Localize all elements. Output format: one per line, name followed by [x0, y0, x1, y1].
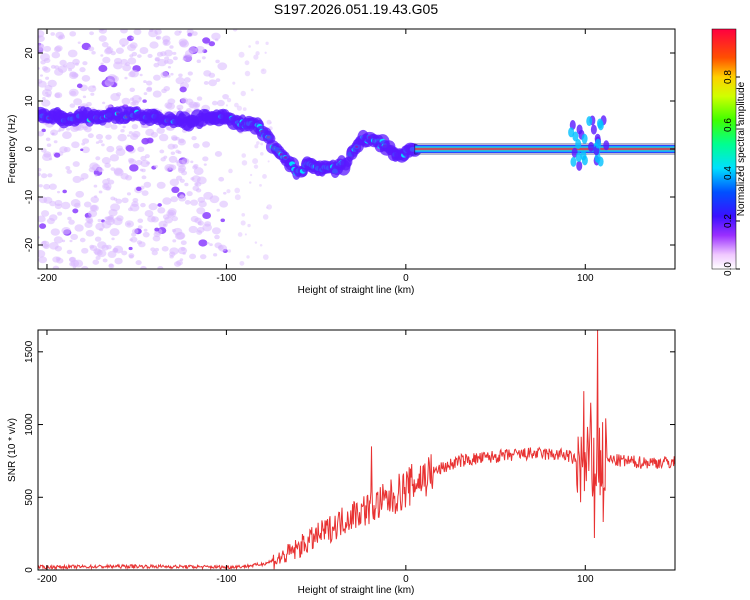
snr-y-label: SNR (10 * v/v) [7, 418, 18, 482]
disturbance-blob [576, 160, 583, 171]
steady-carrier-band [414, 145, 675, 153]
disturbance-blob [568, 127, 575, 138]
spectrogram-x-label: Height of straight line (km) [298, 285, 415, 296]
spectrogram-y-tick: 20 [24, 47, 35, 59]
snr-x-label: Height of straight line (km) [298, 585, 415, 596]
colorbar-gradient [711, 28, 737, 270]
spectrogram-y-tick: -20 [24, 237, 35, 252]
disturbance-blob [581, 133, 588, 144]
colorbar-tick: 0.2 [723, 214, 734, 228]
colorbar-ticks: 0.0 0.2 0.4 0.6 0.8 [723, 70, 740, 276]
disturbance-blob [575, 139, 582, 150]
snr-y-tick: 0 [24, 567, 35, 573]
spectrogram-y-tick: 0 [24, 146, 35, 152]
disturbance-blob [590, 124, 597, 135]
disturbance-blob [595, 138, 602, 149]
colorbar-label: Normalized spectral amplitude [736, 81, 747, 216]
snr-x-tick: 0 [403, 574, 409, 585]
disturbance-blob [575, 152, 582, 163]
disturbance-blob [597, 120, 604, 131]
spectrogram-x-tick: -100 [216, 273, 236, 284]
colorbar-tick: 0.8 [723, 70, 734, 84]
disturbance-blob [580, 150, 587, 161]
disturbance-blob [603, 140, 610, 151]
spectrogram-y-label: Frequency (Hz) [7, 115, 18, 184]
spectrogram-x-tick: -200 [37, 273, 57, 284]
snr-frame [37, 329, 676, 571]
disturbance-blob [597, 156, 604, 167]
chart-title: S197.2026.051.19.43.G05 [274, 1, 438, 17]
snr-x-tick: -100 [216, 574, 236, 585]
spectrogram-noise [38, 29, 273, 269]
snr-y-tick: 1500 [24, 340, 35, 363]
spectrogram-y-tick: -10 [24, 189, 35, 204]
spectrogram-image [38, 29, 675, 269]
snr-series-line [38, 330, 675, 570]
spectrogram-x-tick: 100 [577, 273, 594, 284]
spectrogram-y-tick: 10 [24, 95, 35, 107]
colorbar-tick: 0.6 [723, 118, 734, 132]
disturbance-blob [576, 124, 583, 135]
disturbance-blob [586, 116, 593, 127]
snr-y-tick: 500 [24, 488, 35, 505]
colorbar: 0.0 0.2 0.4 0.6 0.8 Normalized spectral ampl… [711, 28, 747, 276]
snr-x-tick: -200 [37, 574, 57, 585]
spectral-ridge [38, 105, 422, 180]
spectrogram-x-tick: 0 [403, 273, 409, 284]
colorbar-tick: 0.4 [723, 166, 734, 180]
snr-x-tick: 100 [577, 574, 594, 585]
colorbar-tick: 0.0 [723, 262, 734, 276]
disturbance-blob [588, 141, 595, 152]
disturbance-blob [570, 156, 577, 167]
snr-y-tick: 1000 [24, 413, 35, 436]
